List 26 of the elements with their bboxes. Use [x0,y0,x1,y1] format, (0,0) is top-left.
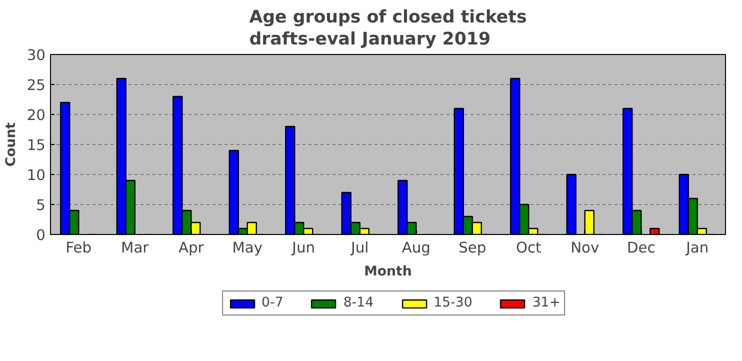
legend-label: 0-7 [262,296,284,310]
y-tick-label: 0 [36,227,46,244]
y-tick-label: 25 [26,77,46,94]
x-tick-label: Feb [66,240,92,256]
x-tick-label: Jul [350,240,369,256]
y-tick-label: 15 [26,137,46,154]
x-tick-label: May [232,240,263,256]
legend-label: 15-30 [434,296,472,310]
x-tick-label: Dec [626,240,656,256]
y-axis-title: Count [4,122,19,167]
legend-label: 8-14 [343,296,374,310]
x-tick-label: Oct [516,240,542,256]
x-axis-title: Month [364,264,412,280]
x-tick-label: Aug [402,240,430,256]
x-tick-label: Mar [121,240,150,256]
y-tick-label: 30 [26,47,46,64]
x-tick-label: Apr [178,240,205,256]
legend-label: 31+ [532,296,560,310]
x-tick-label: Jun [291,240,316,256]
x-tick-label: Sep [458,240,486,256]
x-tick-label: Jan [685,240,709,256]
x-tick-label: Nov [570,240,600,256]
y-tick-label: 10 [26,167,46,184]
chart-title: Age groups of closed tickets drafts-eval January 2019 [249,8,527,50]
y-tick-label: 20 [26,107,46,124]
y-tick-label: 5 [36,197,46,214]
